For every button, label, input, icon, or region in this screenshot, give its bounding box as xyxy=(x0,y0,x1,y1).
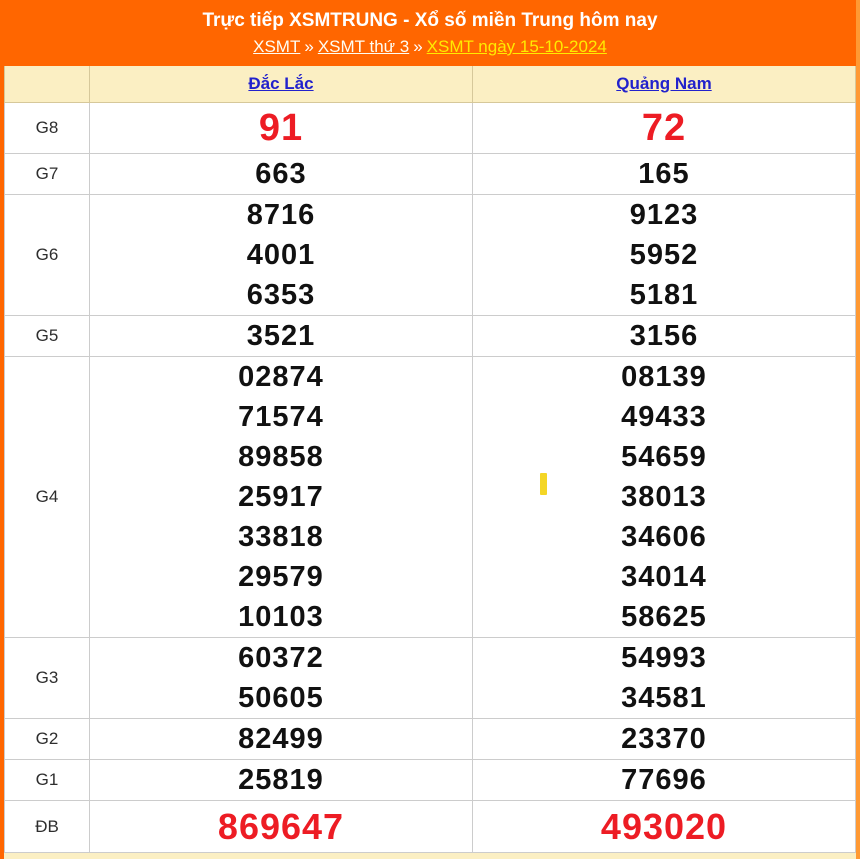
result-cell-G7-col1: 663 xyxy=(89,153,473,195)
right-border-strip xyxy=(856,0,860,859)
result-number: 71574 xyxy=(238,401,324,433)
result-cell-G3-col2: 54993 34581 xyxy=(472,637,856,719)
result-number: 54659 xyxy=(621,441,707,473)
column-header-dac-lac: Đắc Lắc xyxy=(89,66,473,103)
result-number: 34014 xyxy=(621,561,707,593)
breadcrumb-link-3[interactable]: XSMT ngày 15-10-2024 xyxy=(426,37,607,56)
result-cell-G4-col2: 08139 49433 54659 38013 34606 34014 58625 xyxy=(472,356,856,638)
prize-row-G2: G2 82499 23370 xyxy=(4,718,856,760)
result-number: 34581 xyxy=(621,682,707,714)
page-title: Trực tiếp XSMTRUNG - Xổ số miền Trung hô… xyxy=(202,10,658,31)
prize-row-G3: G3 60372 50605 54993 34581 xyxy=(4,637,856,719)
breadcrumb-separator: » xyxy=(304,37,314,56)
result-number: 38013 xyxy=(621,481,707,513)
result-number: 58625 xyxy=(621,601,707,633)
prize-row-G1: G1 25819 77696 xyxy=(4,759,856,801)
result-number: 25917 xyxy=(238,481,324,513)
result-number: 5181 xyxy=(629,279,699,311)
result-number: 60372 xyxy=(238,642,324,674)
result-number: 54993 xyxy=(621,642,707,674)
result-number: 3156 xyxy=(629,320,699,352)
highlight-caret-mark xyxy=(540,473,547,495)
left-border-strip xyxy=(0,0,4,859)
prize-label-G7: G7 xyxy=(4,153,90,195)
result-number: 77696 xyxy=(621,764,707,796)
prize-label-G2: G2 xyxy=(4,718,90,760)
prize-label-G3: G3 xyxy=(4,637,90,719)
result-number: 9123 xyxy=(629,199,699,231)
prize-label-G5: G5 xyxy=(4,315,90,357)
prize-label-G6: G6 xyxy=(4,194,90,316)
result-number: 49433 xyxy=(621,401,707,433)
prize-row-ĐB: ĐB 869647 493020 xyxy=(4,800,856,853)
province-link-quang-nam[interactable]: Quảng Nam xyxy=(616,74,712,93)
prize-label-G4: G4 xyxy=(4,356,90,638)
prize-row-G5: G5 3521 3156 xyxy=(4,315,856,357)
result-cell-G8-col2: 72 xyxy=(472,102,856,154)
result-number: 89858 xyxy=(238,441,324,473)
result-number: 72 xyxy=(641,107,687,149)
result-number: 23370 xyxy=(621,723,707,755)
result-number: 6353 xyxy=(246,279,316,311)
content: Trực tiếp XSMTRUNG - Xổ số miền Trung hô… xyxy=(4,0,856,859)
result-cell-ĐB-col2: 493020 xyxy=(472,800,856,853)
province-link-dac-lac[interactable]: Đắc Lắc xyxy=(248,74,314,93)
prize-row-G4: G4 02874 71574 89858 25917 33818 29579 10103 081… xyxy=(4,356,856,638)
results-table: Đắc Lắc Quảng Nam G8 91 72 G7 663 165 G6 8716 40… xyxy=(4,66,856,853)
breadcrumb-link-1[interactable]: XSMT xyxy=(253,37,301,56)
table-header-row: Đắc Lắc Quảng Nam xyxy=(4,66,856,103)
result-number: 50605 xyxy=(238,682,324,714)
breadcrumb-separator: » xyxy=(413,37,423,56)
result-cell-G1-col1: 25819 xyxy=(89,759,473,801)
prize-label-ĐB: ĐB xyxy=(4,800,90,853)
result-number: 869647 xyxy=(217,806,345,847)
result-number: 4001 xyxy=(246,239,316,271)
breadcrumb: XSMT» XSMT thứ 3» XSMT ngày 15-10-2024 xyxy=(4,35,856,59)
result-number: 25819 xyxy=(238,764,324,796)
result-number: 33818 xyxy=(238,521,324,553)
result-cell-G3-col1: 60372 50605 xyxy=(89,637,473,719)
result-number: 8716 xyxy=(246,199,316,231)
result-cell-G6-col2: 9123 5952 5181 xyxy=(472,194,856,316)
page-header: Trực tiếp XSMTRUNG - Xổ số miền Trung hô… xyxy=(4,0,856,66)
result-number: 08139 xyxy=(621,361,707,393)
prize-row-G7: G7 663 165 xyxy=(4,153,856,195)
breadcrumb-link-2[interactable]: XSMT thứ 3 xyxy=(317,37,410,56)
prize-label-G8: G8 xyxy=(4,102,90,154)
result-number: 29579 xyxy=(238,561,324,593)
result-cell-G2-col1: 82499 xyxy=(89,718,473,760)
prize-column-header xyxy=(4,66,90,103)
result-cell-G6-col1: 8716 4001 6353 xyxy=(89,194,473,316)
result-number: 34606 xyxy=(621,521,707,553)
result-number: 3521 xyxy=(246,320,316,352)
result-number: 10103 xyxy=(238,601,324,633)
result-number: 82499 xyxy=(238,723,324,755)
result-cell-G2-col2: 23370 xyxy=(472,718,856,760)
result-number: 91 xyxy=(258,107,304,149)
result-number: 663 xyxy=(255,158,307,190)
result-cell-G8-col1: 91 xyxy=(89,102,473,154)
result-cell-G5-col2: 3156 xyxy=(472,315,856,357)
result-cell-G7-col2: 165 xyxy=(472,153,856,195)
result-cell-ĐB-col1: 869647 xyxy=(89,800,473,853)
result-number: 165 xyxy=(638,158,690,190)
prize-row-G6: G6 8716 4001 6353 9123 5952 5181 xyxy=(4,194,856,316)
result-number: 02874 xyxy=(238,361,324,393)
result-number: 5952 xyxy=(629,239,699,271)
prize-row-G8: G8 91 72 xyxy=(4,102,856,154)
result-cell-G4-col1: 02874 71574 89858 25917 33818 29579 10103 xyxy=(89,356,473,638)
result-cell-G5-col1: 3521 xyxy=(89,315,473,357)
prize-label-G1: G1 xyxy=(4,759,90,801)
result-number: 493020 xyxy=(600,806,728,847)
result-cell-G1-col2: 77696 xyxy=(472,759,856,801)
column-header-quang-nam: Quảng Nam xyxy=(472,66,856,103)
